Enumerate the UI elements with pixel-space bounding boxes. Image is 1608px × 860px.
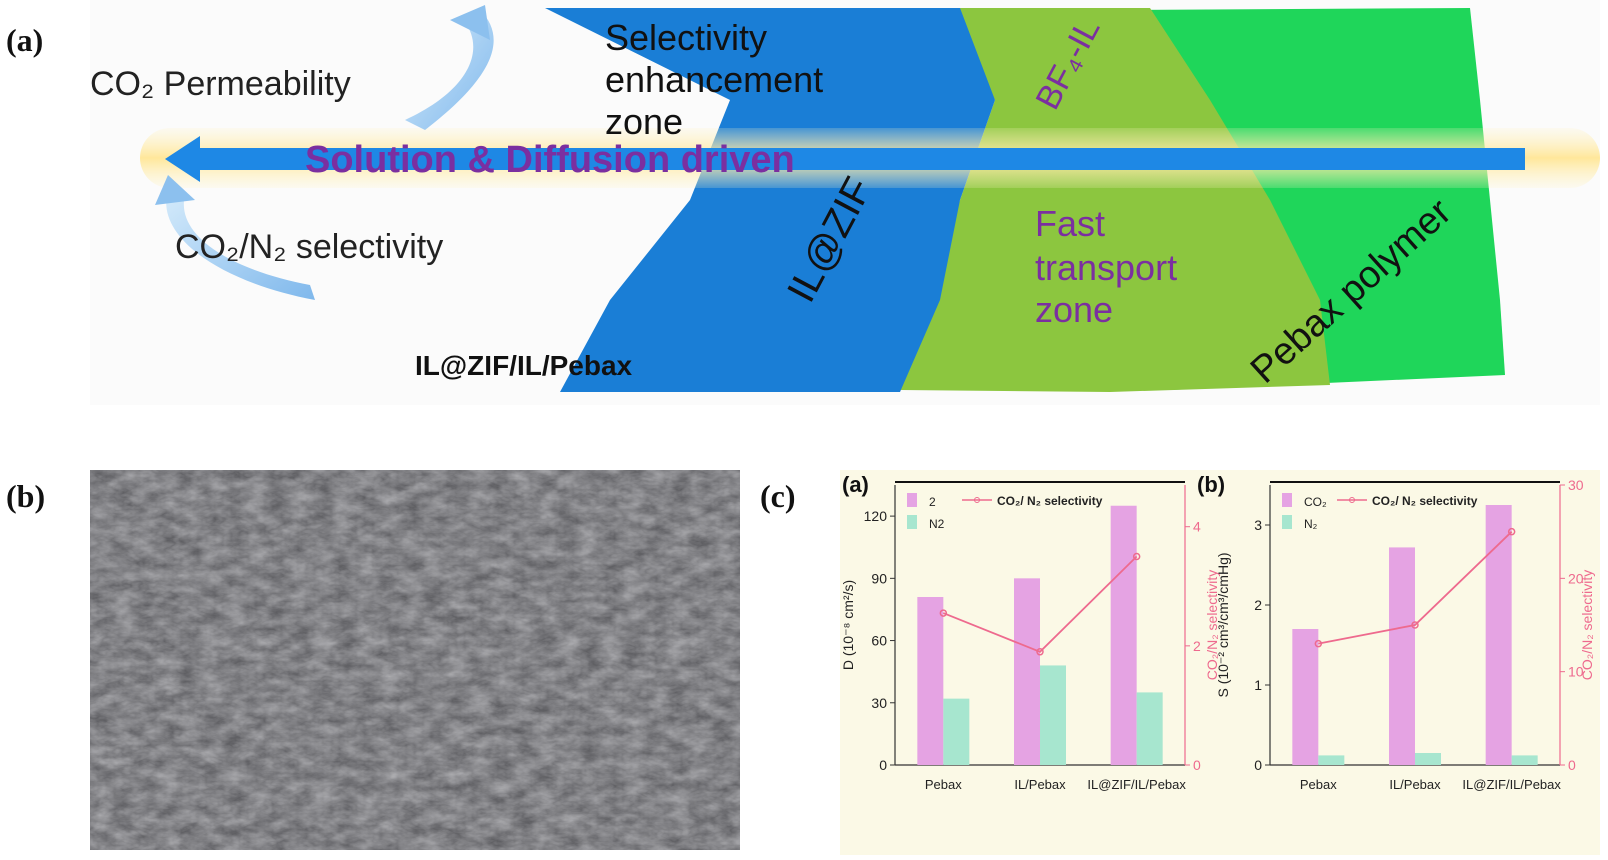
y-tick-label: 60 xyxy=(871,633,887,649)
il-region xyxy=(900,8,1330,392)
legend-swatch-n2 xyxy=(1282,515,1292,529)
co2-n2-selectivity-text: CO₂/N₂ selectivity xyxy=(175,228,443,266)
chart-1: (a) 0 30 60 90 120 0 2 4 D (10⁻⁸ cm²/s) CO₂/N₂ sel… xyxy=(840,472,1220,792)
ilzif-region xyxy=(545,8,995,392)
zone-fast-line2: transport xyxy=(1035,247,1177,288)
bar-co2 xyxy=(1110,505,1137,765)
x-tick-label: Pebax xyxy=(1300,777,1337,792)
selectivity-point xyxy=(939,609,948,617)
selectivity-line xyxy=(942,555,1138,653)
y2-tick-label: 30 xyxy=(1568,477,1584,493)
x-tick-label: Pebax xyxy=(925,777,962,792)
diffusion-arrowhead xyxy=(165,136,200,182)
y-tick-label: 90 xyxy=(871,570,887,586)
selectivity-point xyxy=(1132,552,1141,561)
legend-label-co2: CO₂ xyxy=(1304,495,1327,509)
permeability-curl-head xyxy=(450,5,490,40)
zone-fast-line1: Fast xyxy=(1035,203,1105,244)
y-axis-label: D (10⁻⁸ cm²/s) xyxy=(840,580,856,670)
y-tick-label: 30 xyxy=(871,695,887,711)
x-tick-label: IL@ZIF/IL/Pebax xyxy=(1087,777,1186,792)
zone-selectivity-line1: Selectivity xyxy=(605,17,767,58)
legend-label-n2: N₂ xyxy=(1304,517,1318,531)
legend-label-line: CO₂/ N₂ selectivity xyxy=(1372,494,1478,508)
bar-n2 xyxy=(1511,755,1538,765)
bar-n2 xyxy=(943,698,970,765)
legend-label-line: CO₂/ N₂ selectivity xyxy=(997,494,1103,508)
y2-axis-label: CO₂/N₂ selectivity xyxy=(1204,570,1220,680)
legend-swatch-co2 xyxy=(1282,493,1292,507)
bar-co2 xyxy=(1485,505,1512,765)
legend-swatch-co2 xyxy=(907,493,917,507)
zone-selectivity-line3: zone xyxy=(605,101,683,142)
mechanism-schematic: CO₂ Permeability CO₂/N₂ selectivity IL@Z… xyxy=(90,0,1600,405)
x-tick-label: IL/Pebax xyxy=(1389,777,1441,792)
chart-panel-label: (a) xyxy=(842,472,869,497)
legend-line-marker xyxy=(974,497,980,503)
membrane-name-text: IL@ZIF/IL/Pebax xyxy=(415,350,633,381)
y-tick-label: 0 xyxy=(879,757,887,773)
zone-fast-line3: zone xyxy=(1035,289,1113,330)
y2-tick-label: 10 xyxy=(1568,664,1584,680)
y2-tick-label: 2 xyxy=(1193,638,1201,654)
bar-n2 xyxy=(1318,755,1345,765)
x-tick-label: IL@ZIF/IL/Pebax xyxy=(1462,777,1561,792)
panel-label-b: (b) xyxy=(6,478,46,514)
bar-n2 xyxy=(1415,753,1441,765)
legend-swatch-n2 xyxy=(907,515,917,529)
legend-label-n2: N2 xyxy=(929,517,945,531)
bar-co2 xyxy=(1014,578,1040,765)
chart-panel-label: (b) xyxy=(1197,472,1225,497)
y2-tick-label: 4 xyxy=(1193,519,1201,535)
selectivity-line xyxy=(1318,531,1513,645)
selectivity-point xyxy=(1507,527,1516,536)
diffusion-arrow xyxy=(190,148,1525,170)
y2-tick-label: 0 xyxy=(1568,757,1576,773)
zone-selectivity-line2: enhancement xyxy=(605,59,823,100)
sem-image xyxy=(90,470,740,850)
y-tick-label: 120 xyxy=(864,508,888,524)
selectivity-point xyxy=(1314,639,1323,648)
selectivity-curl-head xyxy=(155,175,195,205)
selectivity-point xyxy=(1411,621,1419,629)
legend-line-marker xyxy=(1349,497,1355,503)
y2-tick-label: 20 xyxy=(1568,570,1584,586)
bar-co2 xyxy=(917,597,944,765)
x-tick-label: IL/Pebax xyxy=(1014,777,1066,792)
bar-n2 xyxy=(1136,692,1163,765)
bar-co2 xyxy=(1292,629,1319,765)
y-axis-label: S (10⁻² cm³/cm³/cmHg) xyxy=(1215,552,1231,697)
selectivity-point xyxy=(1036,648,1044,656)
y-tick-label: 3 xyxy=(1254,517,1262,533)
y-tick-label: 0 xyxy=(1254,757,1262,773)
legend-label-co2: 2 xyxy=(929,495,936,509)
y-tick-label: 2 xyxy=(1254,597,1262,613)
bar-co2 xyxy=(1389,547,1415,765)
y2-tick-label: 0 xyxy=(1193,757,1201,773)
co2-permeability-text: CO₂ Permeability xyxy=(90,65,351,103)
panel-label-a: (a) xyxy=(6,22,44,58)
y-tick-label: 1 xyxy=(1254,677,1262,693)
arrow-label-text: Solution & Diffusion driven xyxy=(305,139,795,181)
y2-axis-label: CO₂/N₂ selectivity xyxy=(1579,570,1595,680)
bar-n2 xyxy=(1040,665,1066,765)
panel-label-c: (c) xyxy=(760,478,796,514)
